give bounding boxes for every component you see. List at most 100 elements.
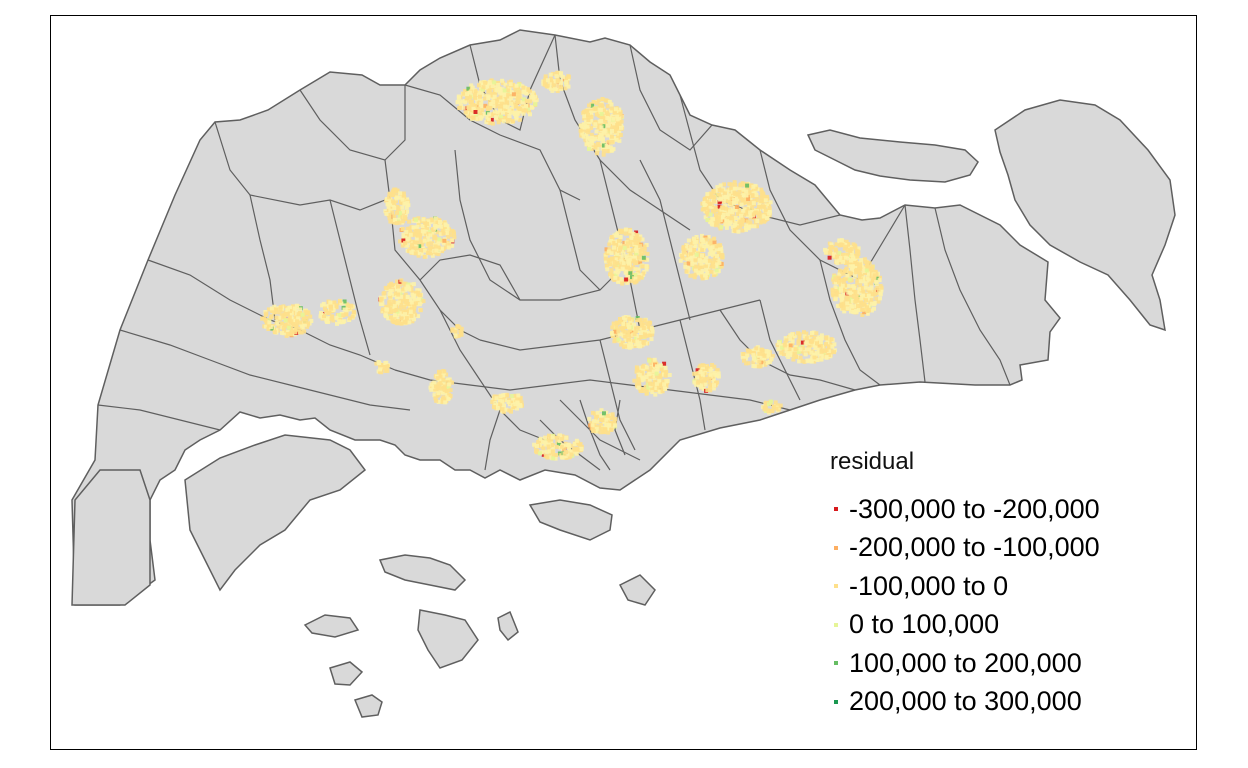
residual-cell bbox=[721, 199, 726, 204]
legend-swatch bbox=[834, 622, 838, 627]
residual-cell bbox=[744, 186, 749, 191]
residual-cell bbox=[272, 304, 277, 309]
residual-cell bbox=[650, 326, 654, 331]
residual-cell bbox=[551, 456, 556, 461]
residual-cell bbox=[869, 295, 874, 300]
residual-cell bbox=[430, 253, 435, 258]
residual-cell bbox=[604, 410, 609, 415]
residual-cell bbox=[412, 304, 417, 309]
residual-cell bbox=[716, 215, 721, 220]
residual-cell bbox=[403, 300, 408, 305]
residual-cell bbox=[470, 85, 475, 90]
residual-cell bbox=[268, 325, 273, 330]
residual-cell bbox=[564, 76, 568, 81]
residual-cell bbox=[620, 327, 625, 332]
residual-cell bbox=[818, 354, 823, 359]
residual-cell bbox=[323, 306, 327, 311]
residual-cell bbox=[635, 339, 639, 344]
residual-cell bbox=[711, 251, 716, 256]
residual-cell bbox=[435, 230, 440, 235]
residual-cell bbox=[725, 218, 730, 223]
residual-cell bbox=[712, 273, 717, 278]
residual-cell bbox=[614, 243, 619, 247]
residual-cell bbox=[649, 337, 654, 342]
residual-cell bbox=[634, 230, 639, 235]
residual-cell bbox=[626, 330, 631, 335]
residual-cell bbox=[664, 384, 669, 389]
residual-cell bbox=[709, 269, 714, 274]
residual-cell bbox=[461, 91, 466, 96]
residual-cell bbox=[629, 243, 634, 247]
residual-cell bbox=[615, 109, 620, 114]
residual-cell bbox=[708, 388, 713, 393]
residual-cell bbox=[655, 366, 660, 371]
residual-cell bbox=[813, 346, 818, 350]
residual-cell bbox=[335, 321, 339, 326]
residual-cell bbox=[555, 79, 560, 84]
residual-cell bbox=[859, 258, 864, 263]
residual-cell bbox=[707, 380, 712, 385]
residual-cell bbox=[688, 273, 693, 278]
residual-cell bbox=[433, 396, 438, 401]
residual-cell bbox=[583, 137, 588, 142]
residual-cell bbox=[569, 452, 574, 457]
residual-cell bbox=[560, 434, 565, 439]
residual-cell bbox=[493, 91, 498, 96]
residual-cell bbox=[603, 98, 608, 103]
residual-cell bbox=[415, 224, 420, 229]
residual-cell bbox=[738, 219, 743, 224]
residual-cell bbox=[599, 413, 604, 418]
residual-cell bbox=[487, 83, 492, 88]
residual-cell bbox=[524, 104, 529, 109]
residual-cell bbox=[610, 248, 615, 253]
residual-cell bbox=[628, 270, 633, 275]
residual-cell bbox=[644, 389, 649, 394]
residual-cell bbox=[463, 100, 468, 105]
residual-cell bbox=[638, 260, 643, 265]
residual-cell bbox=[503, 398, 508, 403]
residual-cell bbox=[303, 319, 308, 324]
residual-cell bbox=[857, 262, 862, 267]
residual-cell bbox=[415, 233, 420, 238]
residual-cell bbox=[388, 315, 393, 320]
residual-cell bbox=[618, 109, 623, 114]
residual-cell bbox=[864, 268, 869, 273]
residual-cell bbox=[455, 99, 460, 104]
residual-cell bbox=[705, 244, 710, 249]
residual-cell bbox=[397, 311, 402, 316]
residual-cell bbox=[405, 203, 410, 208]
residual-cell bbox=[843, 288, 848, 293]
residual-cell bbox=[835, 303, 840, 308]
residual-cell bbox=[870, 292, 875, 297]
residual-cell bbox=[413, 312, 418, 317]
residual-cell bbox=[388, 306, 393, 311]
residual-cell bbox=[411, 282, 416, 287]
residual-cell bbox=[600, 146, 605, 151]
residual-cell bbox=[634, 233, 639, 237]
residual-cell bbox=[754, 353, 759, 358]
residual-cell bbox=[417, 238, 422, 243]
residual-cell bbox=[528, 99, 533, 104]
residual-cell bbox=[400, 215, 405, 220]
residual-cell bbox=[503, 93, 508, 98]
residual-cell bbox=[498, 108, 503, 113]
residual-cell bbox=[293, 312, 298, 317]
residual-cell bbox=[500, 78, 505, 83]
residual-cell bbox=[602, 420, 607, 425]
residual-cell bbox=[618, 319, 623, 324]
residual-cell bbox=[642, 244, 647, 249]
residual-cell bbox=[589, 132, 594, 137]
residual-cell bbox=[292, 318, 297, 323]
residual-cell bbox=[615, 117, 620, 122]
residual-cell bbox=[594, 112, 599, 117]
residual-cell bbox=[384, 304, 388, 309]
residual-cell bbox=[658, 363, 663, 368]
residual-cell bbox=[654, 382, 659, 387]
residual-cell bbox=[625, 274, 630, 279]
residual-cell bbox=[505, 393, 510, 398]
residual-cell bbox=[719, 190, 724, 195]
residual-cell bbox=[572, 447, 577, 452]
residual-cell bbox=[494, 396, 499, 401]
residual-cell bbox=[396, 292, 401, 297]
residual-cell bbox=[729, 186, 734, 191]
